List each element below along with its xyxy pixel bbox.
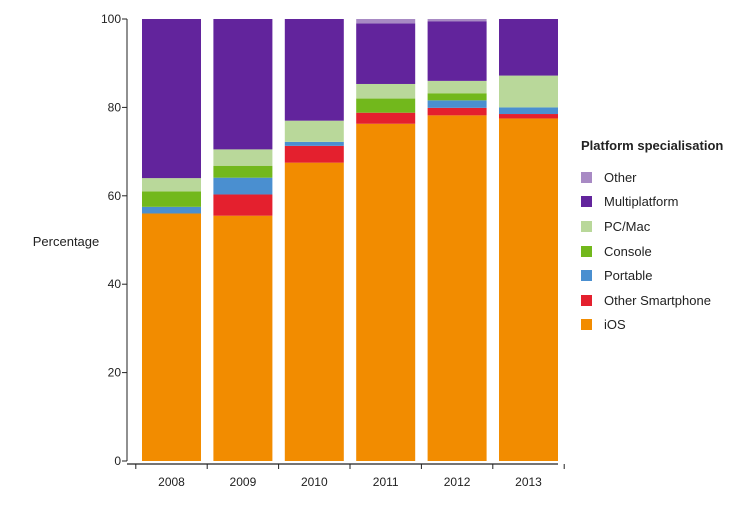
bars-group: [142, 19, 558, 461]
bar-segment-other-2011: [356, 19, 416, 24]
legend-item: Console: [581, 239, 723, 264]
y-tick-label: 60: [108, 189, 122, 203]
legend: Platform specialisation Other Multiplatfo…: [581, 138, 723, 337]
legend-swatch: [581, 319, 592, 331]
legend-item: iOS: [581, 313, 723, 338]
bar-segment-ios-2012: [427, 115, 487, 461]
bar-segment-pc-mac-2008: [142, 178, 201, 192]
bar-segment-ios-2013: [499, 118, 558, 461]
legend-item: Other: [581, 165, 723, 190]
legend-swatch: [581, 294, 592, 306]
bar-segment-portable-2013: [499, 107, 558, 115]
bar-segment-multiplatform-2012: [427, 21, 487, 81]
bar-segment-other-smartphone-2011: [356, 112, 416, 124]
bar-segment-portable-2012: [427, 100, 487, 108]
legend-label: Console: [604, 243, 652, 259]
y-ticks-group: 0 20 40 60 80 100: [101, 12, 127, 468]
x-tick-label: 2008: [158, 475, 185, 489]
legend-title: Platform specialisation: [581, 138, 724, 153]
x-tick-label: 2012: [444, 475, 471, 489]
bar-segment-ios-2010: [284, 162, 344, 461]
legend-label: Multiplatform: [604, 194, 679, 210]
y-tick-label: 100: [101, 12, 121, 26]
bar-segment-console-2011: [356, 98, 416, 113]
x-tick-label: 2011: [373, 475, 399, 489]
legend-item: Multiplatform: [581, 190, 723, 215]
legend-swatch: [581, 270, 592, 282]
y-tick-label: 40: [108, 277, 122, 291]
bar-segment-ios-2008: [142, 213, 201, 461]
bar-segment-portable-2009: [213, 177, 273, 195]
bar-segment-portable-2010: [284, 141, 344, 146]
legend-swatch: [581, 196, 592, 208]
x-tick-label: 2009: [230, 475, 257, 489]
bar-segment-pc-mac-2010: [284, 120, 344, 142]
bar-segment-other-smartphone-2012: [427, 107, 487, 116]
bar-segment-console-2008: [142, 191, 201, 207]
bar-segment-other-2012: [427, 19, 487, 22]
legend-swatch: [581, 245, 592, 257]
legend-label: Other: [604, 169, 637, 185]
bar-segment-other-smartphone-2009: [213, 194, 273, 216]
legend-label: Portable: [604, 268, 653, 284]
legend-item: Other Smartphone: [581, 288, 723, 313]
y-axis-label: Percentage: [33, 234, 100, 249]
bar-segment-pc-mac-2013: [499, 75, 558, 108]
bar-segment-other-smartphone-2013: [499, 114, 558, 119]
bar-segment-ios-2009: [213, 215, 273, 461]
legend-swatch: [581, 220, 592, 232]
bar-segment-pc-mac-2012: [427, 80, 487, 94]
bar-segment-multiplatform-2008: [142, 19, 201, 179]
legend-item: PC/Mac: [581, 214, 723, 239]
bar-segment-multiplatform-2011: [356, 23, 416, 84]
legend-label: iOS: [604, 317, 626, 333]
x-tick-label: 2010: [301, 475, 328, 489]
legend-items: Other Multiplatform PC/Mac Console Portable O…: [581, 165, 723, 337]
bar-segment-ios-2011: [356, 123, 416, 461]
legend-item: Portable: [581, 263, 723, 288]
y-tick-label: 80: [108, 100, 122, 114]
bar-segment-multiplatform-2010: [284, 19, 344, 121]
x-ticks-group: 2008 2009 2010 2011 2012 2013: [135, 464, 565, 489]
bar-segment-console-2012: [427, 93, 487, 101]
bar-segment-multiplatform-2013: [499, 19, 558, 76]
legend-swatch: [581, 171, 592, 183]
bar-segment-multiplatform-2009: [213, 19, 273, 150]
bar-segment-pc-mac-2011: [356, 83, 416, 99]
bar-segment-portable-2008: [142, 206, 201, 214]
y-tick-label: 0: [114, 454, 121, 468]
legend-label: Other Smartphone: [604, 292, 711, 308]
bar-segment-console-2009: [213, 165, 273, 178]
bar-segment-pc-mac-2009: [213, 149, 273, 166]
y-tick-label: 20: [108, 366, 122, 380]
legend-label: PC/Mac: [604, 218, 651, 234]
bar-segment-other-smartphone-2010: [284, 145, 344, 163]
x-tick-label: 2013: [515, 475, 542, 489]
